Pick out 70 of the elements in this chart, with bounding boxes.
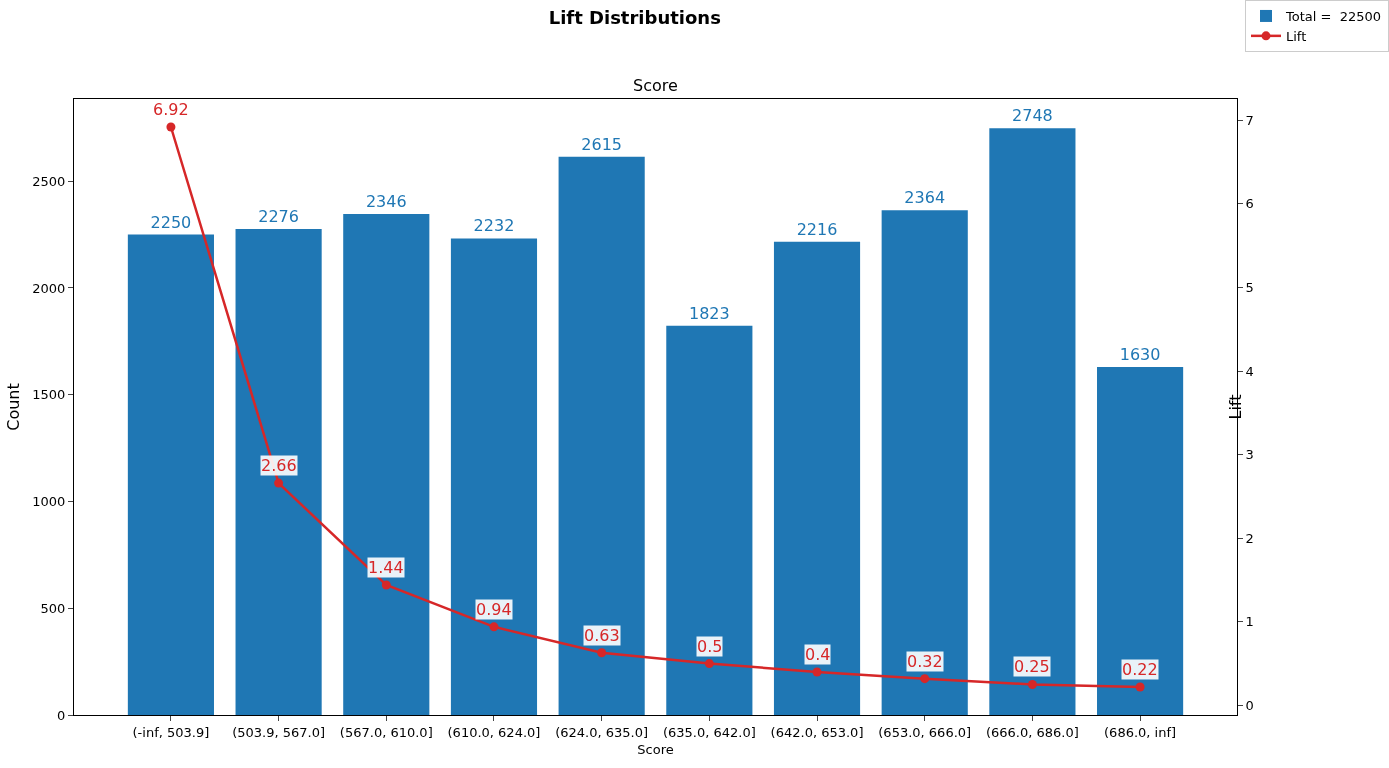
x-tick-label: (635.0, 642.0] (662, 724, 756, 740)
point (489, 622, 499, 632)
y2-tick-label: 1 (1245, 614, 1254, 630)
bar (235, 229, 322, 715)
x-tick-label: (-inf, 503.9] (132, 724, 210, 740)
y2-tick-label: 7 (1245, 112, 1254, 128)
x-tick-label: (686.0, inf] (1104, 724, 1177, 740)
point (166, 122, 176, 132)
bar (773, 241, 861, 715)
data-label: 2748 (1012, 106, 1053, 126)
point (381, 580, 391, 590)
data-label: 2276 (258, 207, 299, 227)
point (1135, 682, 1145, 692)
bar (1097, 366, 1184, 715)
chart-title: Lift Distributions (548, 7, 721, 29)
y-tick-label: 1500 (32, 387, 66, 403)
point (920, 674, 930, 684)
bar (881, 210, 968, 715)
y-tick-label: 500 (40, 600, 66, 616)
legend-label: Lift (1286, 28, 1307, 44)
y-tick-label: 0 (57, 707, 66, 723)
bar (343, 214, 430, 715)
data-label: 2615 (581, 134, 623, 154)
data-label: 0.63 (584, 626, 620, 645)
data-label: 0.25 (1014, 657, 1050, 676)
x-tick-label: (624.0, 635.0] (555, 724, 649, 740)
y2-tick-label: 0 (1245, 697, 1254, 713)
data-label: 0.22 (1122, 660, 1158, 679)
y-tick-label: 2500 (32, 173, 66, 189)
x-tick-label: (642.0, 653.0] (770, 724, 864, 740)
data-label: 1823 (688, 303, 730, 323)
y2-tick-label: 4 (1245, 363, 1254, 379)
data-label: 2232 (473, 216, 515, 236)
x-tick-label: (666.0, 686.0] (985, 724, 1079, 740)
data-label: 0.4 (805, 645, 831, 664)
y-tick-label: 1000 (32, 494, 66, 510)
chart-subtitle: Score (633, 76, 678, 95)
point (1027, 679, 1037, 689)
x-tick-label: (567.0, 610.0] (339, 724, 433, 740)
data-label: 2346 (365, 192, 407, 212)
data-label: 2216 (796, 219, 838, 239)
bar (558, 156, 645, 715)
data-label: 1.44 (368, 558, 404, 577)
data-label: 0.94 (476, 600, 512, 619)
data-label: 0.32 (907, 652, 943, 671)
data-label: 2.66 (261, 456, 297, 475)
x-tick-label: (610.0, 624.0] (447, 724, 541, 740)
data-label: 0.5 (697, 637, 723, 656)
legend-label: Total = 22500 (1285, 9, 1382, 25)
bar (450, 238, 538, 715)
y2-tick-label: 3 (1245, 447, 1254, 463)
bar (989, 128, 1076, 715)
data-label: 2364 (904, 188, 946, 208)
x-tick-label: (503.9, 567.0] (232, 724, 326, 740)
bar (666, 325, 753, 715)
y2-tick-label: 6 (1245, 196, 1254, 212)
y2-tick-label: 5 (1245, 280, 1254, 296)
point (274, 478, 284, 488)
data-label: 2250 (150, 212, 192, 232)
y-tick-label: 2000 (32, 280, 66, 296)
y-axis-title: Count (4, 383, 24, 431)
bar (127, 234, 214, 715)
y2-tick-label: 2 (1245, 530, 1254, 546)
x-tick-label: (653.0, 666.0] (878, 724, 972, 740)
point (597, 648, 607, 658)
point (812, 667, 822, 677)
data-label: 1630 (1119, 344, 1161, 364)
data-label: 6.92 (153, 100, 189, 119)
x-axis-title: Score (637, 742, 674, 758)
point (704, 659, 714, 669)
